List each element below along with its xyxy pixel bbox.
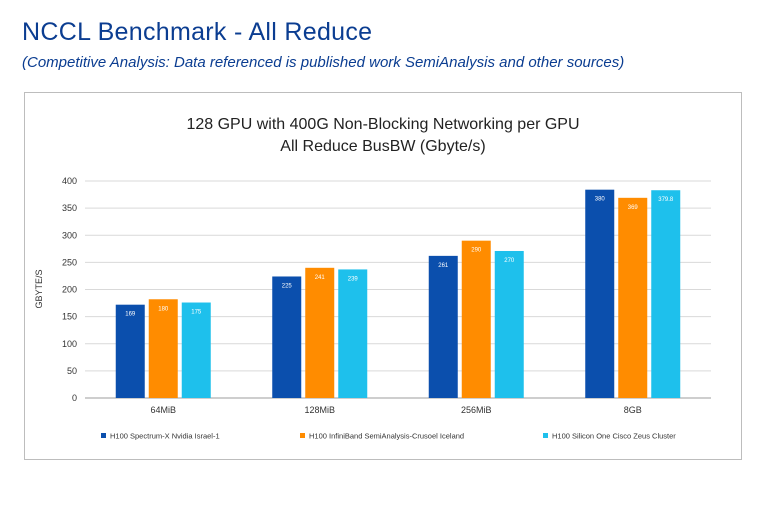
bar-value-label: 380 xyxy=(595,197,606,203)
y-axis-title: GBYTE/S xyxy=(34,269,44,308)
y-tick-label: 150 xyxy=(62,312,77,322)
bar xyxy=(494,250,524,398)
bar xyxy=(618,197,648,398)
legend-label: H100 Silicon One Cisco Zeus Cluster xyxy=(552,432,676,441)
bar-value-label: 169 xyxy=(125,312,136,318)
slide-title: NCCL Benchmark - All Reduce xyxy=(22,18,373,46)
chart-title-line-1: 128 GPU with 400G Non-Blocking Networkin… xyxy=(186,116,579,133)
legend-swatch xyxy=(101,433,106,438)
y-tick-label: 350 xyxy=(62,203,77,213)
bar-value-label: 225 xyxy=(282,283,293,289)
legend-label: H100 InfiniBand SemiAnalysis-Crusoel Ice… xyxy=(309,432,464,441)
bar xyxy=(338,269,368,398)
bar xyxy=(148,299,178,398)
y-tick-label: 300 xyxy=(62,230,77,240)
category-label: 8GB xyxy=(624,405,642,415)
bar-value-label: 180 xyxy=(158,306,169,312)
category-label: 128MiB xyxy=(304,405,335,415)
bar xyxy=(115,304,145,398)
y-tick-label: 50 xyxy=(67,366,77,376)
y-tick-label: 100 xyxy=(62,339,77,349)
legend-label: H100 Spectrum-X Nvidia Israel-1 xyxy=(110,432,220,441)
legend: H100 Spectrum-X Nvidia Israel-1 H100 Infi… xyxy=(101,432,676,441)
bars: 169 180 175 225 241 239 261 290 270 380 369 379.8 xyxy=(115,189,681,398)
bar-value-label: 379.8 xyxy=(658,197,674,203)
gridlines xyxy=(85,180,711,399)
slide-subtitle: (Competitive Analysis: Data referenced i… xyxy=(22,54,625,71)
bar-value-label: 175 xyxy=(191,310,202,316)
bar xyxy=(181,302,211,398)
chart-title-line-2: All Reduce BusBW (Gbyte/s) xyxy=(280,138,485,155)
y-tick-label: 400 xyxy=(62,176,77,186)
bar-value-label: 290 xyxy=(471,248,482,254)
legend-swatch xyxy=(543,433,548,438)
bar xyxy=(272,276,302,398)
bar-value-label: 239 xyxy=(348,276,359,282)
y-tick-label: 250 xyxy=(62,257,77,267)
category-labels: 64MiB 128MiB 256MiB 8GB xyxy=(150,405,641,415)
bar-value-label: 261 xyxy=(438,263,449,269)
legend-swatch xyxy=(300,433,305,438)
y-tick-labels: 0 50 100 150 200 250 300 350 400 xyxy=(62,176,77,403)
bar xyxy=(651,190,681,398)
bar-chart: 128 GPU with 400G Non-Blocking Networkin… xyxy=(34,116,711,441)
y-tick-label: 0 xyxy=(72,393,77,403)
bar-value-label: 241 xyxy=(315,275,326,281)
chart-frame: 128 GPU with 400G Non-Blocking Networkin… xyxy=(24,92,742,460)
category-label: 64MiB xyxy=(150,405,176,415)
category-label: 256MiB xyxy=(461,405,492,415)
bar xyxy=(461,240,491,398)
bar xyxy=(305,267,335,398)
y-tick-label: 200 xyxy=(62,285,77,295)
bar xyxy=(428,255,458,398)
bar-value-label: 270 xyxy=(504,258,515,264)
bar-value-label: 369 xyxy=(628,205,639,211)
bar xyxy=(585,189,615,398)
